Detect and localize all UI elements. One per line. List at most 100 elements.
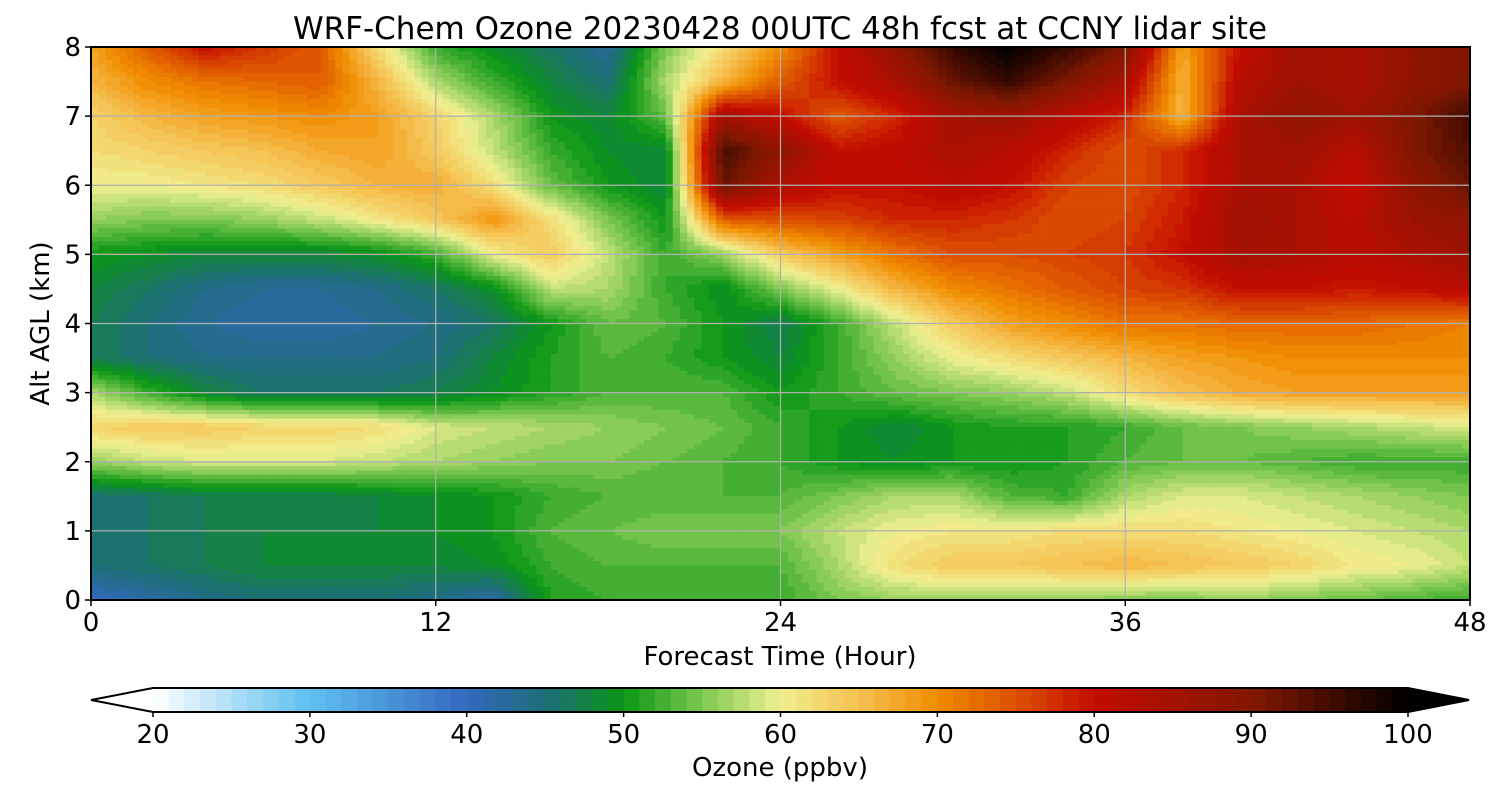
heatmap-cell <box>1168 47 1177 52</box>
heatmap-cell <box>335 59 343 65</box>
heatmap-cell <box>1240 146 1248 152</box>
heatmap-cell <box>450 150 458 156</box>
heatmap-cell <box>1355 81 1363 87</box>
heatmap-cell <box>823 129 832 135</box>
heatmap-cell <box>967 94 976 100</box>
heatmap-cell <box>1290 120 1299 126</box>
heatmap-cell <box>500 133 509 139</box>
heatmap-cell <box>270 68 279 74</box>
heatmap-cell <box>227 55 236 61</box>
heatmap-cell <box>1448 150 1457 156</box>
heatmap-cell <box>162 90 171 96</box>
heatmap-cell <box>1039 59 1047 65</box>
heatmap-cell <box>1189 68 1198 74</box>
heatmap-cell <box>363 81 372 87</box>
heatmap-cell <box>543 120 552 126</box>
heatmap-cell <box>134 116 142 122</box>
heatmap-cell <box>1398 150 1406 156</box>
heatmap-cell <box>1110 142 1119 147</box>
heatmap-cell <box>1254 81 1263 87</box>
heatmap-cell <box>694 90 703 96</box>
heatmap-cell <box>730 116 738 122</box>
heatmap-cell <box>952 59 961 65</box>
heatmap-cell <box>730 133 738 139</box>
heatmap-cell <box>1419 98 1428 104</box>
heatmap-cell <box>213 116 221 122</box>
heatmap-cell <box>306 81 315 87</box>
heatmap-cell <box>313 107 322 113</box>
heatmap-cell <box>141 51 150 57</box>
heatmap-cell <box>751 142 760 147</box>
heatmap-cell <box>1168 68 1177 74</box>
heatmap-cell <box>1326 133 1335 139</box>
heatmap-cell <box>629 94 638 100</box>
heatmap-cell <box>809 68 818 74</box>
heatmap-cell <box>1347 59 1356 65</box>
heatmap-cell <box>141 107 150 113</box>
heatmap-cell <box>1197 85 1205 91</box>
heatmap-cell <box>916 81 925 87</box>
heatmap-cell <box>1297 59 1306 65</box>
heatmap-cell <box>1290 55 1299 61</box>
heatmap-cell <box>952 111 961 117</box>
heatmap-cell <box>1118 124 1126 130</box>
heatmap-cell <box>529 111 537 117</box>
heatmap-cell <box>780 68 789 74</box>
heatmap-cell <box>399 120 408 126</box>
heatmap-cell <box>1383 103 1392 109</box>
heatmap-cell <box>924 137 932 143</box>
heatmap-cell <box>385 116 394 122</box>
heatmap-cell <box>536 77 545 83</box>
heatmap-cell <box>1448 98 1457 104</box>
heatmap-cell <box>1362 137 1371 143</box>
heatmap-cell <box>356 85 365 91</box>
heatmap-cell <box>1031 68 1040 74</box>
heatmap-cell <box>952 81 961 87</box>
heatmap-cell <box>191 72 200 78</box>
heatmap-cell <box>895 81 904 87</box>
heatmap-cell <box>1240 142 1248 147</box>
heatmap-cell <box>665 51 674 57</box>
heatmap-cell <box>852 137 861 143</box>
heatmap-cell <box>371 111 379 117</box>
heatmap-cell <box>155 81 164 87</box>
heatmap-cell <box>902 81 911 87</box>
heatmap-cell <box>852 94 861 100</box>
heatmap-cell <box>758 90 767 96</box>
heatmap-cell <box>1218 51 1227 57</box>
heatmap-cell <box>1031 146 1040 152</box>
heatmap-cell <box>162 81 171 87</box>
heatmap-cell <box>1434 120 1442 126</box>
heatmap-cell <box>1319 94 1327 100</box>
heatmap-cell <box>967 51 976 57</box>
heatmap-cell <box>967 85 976 91</box>
heatmap-cell <box>1197 146 1205 152</box>
heatmap-cell <box>220 142 229 147</box>
heatmap-cell <box>363 103 372 109</box>
heatmap-cell <box>478 59 487 65</box>
heatmap-cell <box>385 90 394 96</box>
heatmap-cell <box>1304 72 1313 78</box>
heatmap-cell <box>205 85 214 91</box>
heatmap-cell <box>924 85 932 91</box>
heatmap-cell <box>428 68 437 74</box>
heatmap-cell <box>1089 64 1098 70</box>
heatmap-cell <box>1319 120 1327 126</box>
heatmap-cell <box>859 90 868 96</box>
heatmap-cell <box>1175 90 1184 96</box>
heatmap-cell <box>823 155 832 160</box>
heatmap-cell <box>126 98 135 104</box>
heatmap-cell <box>328 129 336 135</box>
heatmap-cell <box>1024 129 1033 135</box>
heatmap-cell <box>679 111 688 117</box>
heatmap-cell <box>1419 111 1428 117</box>
heatmap-cell <box>543 90 552 96</box>
heatmap-cell <box>1189 81 1198 87</box>
heatmap-cell <box>751 155 760 160</box>
heatmap-cell <box>837 133 846 139</box>
heatmap-cell <box>1082 133 1090 139</box>
heatmap-cell <box>658 98 667 104</box>
heatmap-cell <box>1369 107 1378 113</box>
heatmap-cell <box>708 90 717 96</box>
heatmap-cell <box>435 64 444 70</box>
